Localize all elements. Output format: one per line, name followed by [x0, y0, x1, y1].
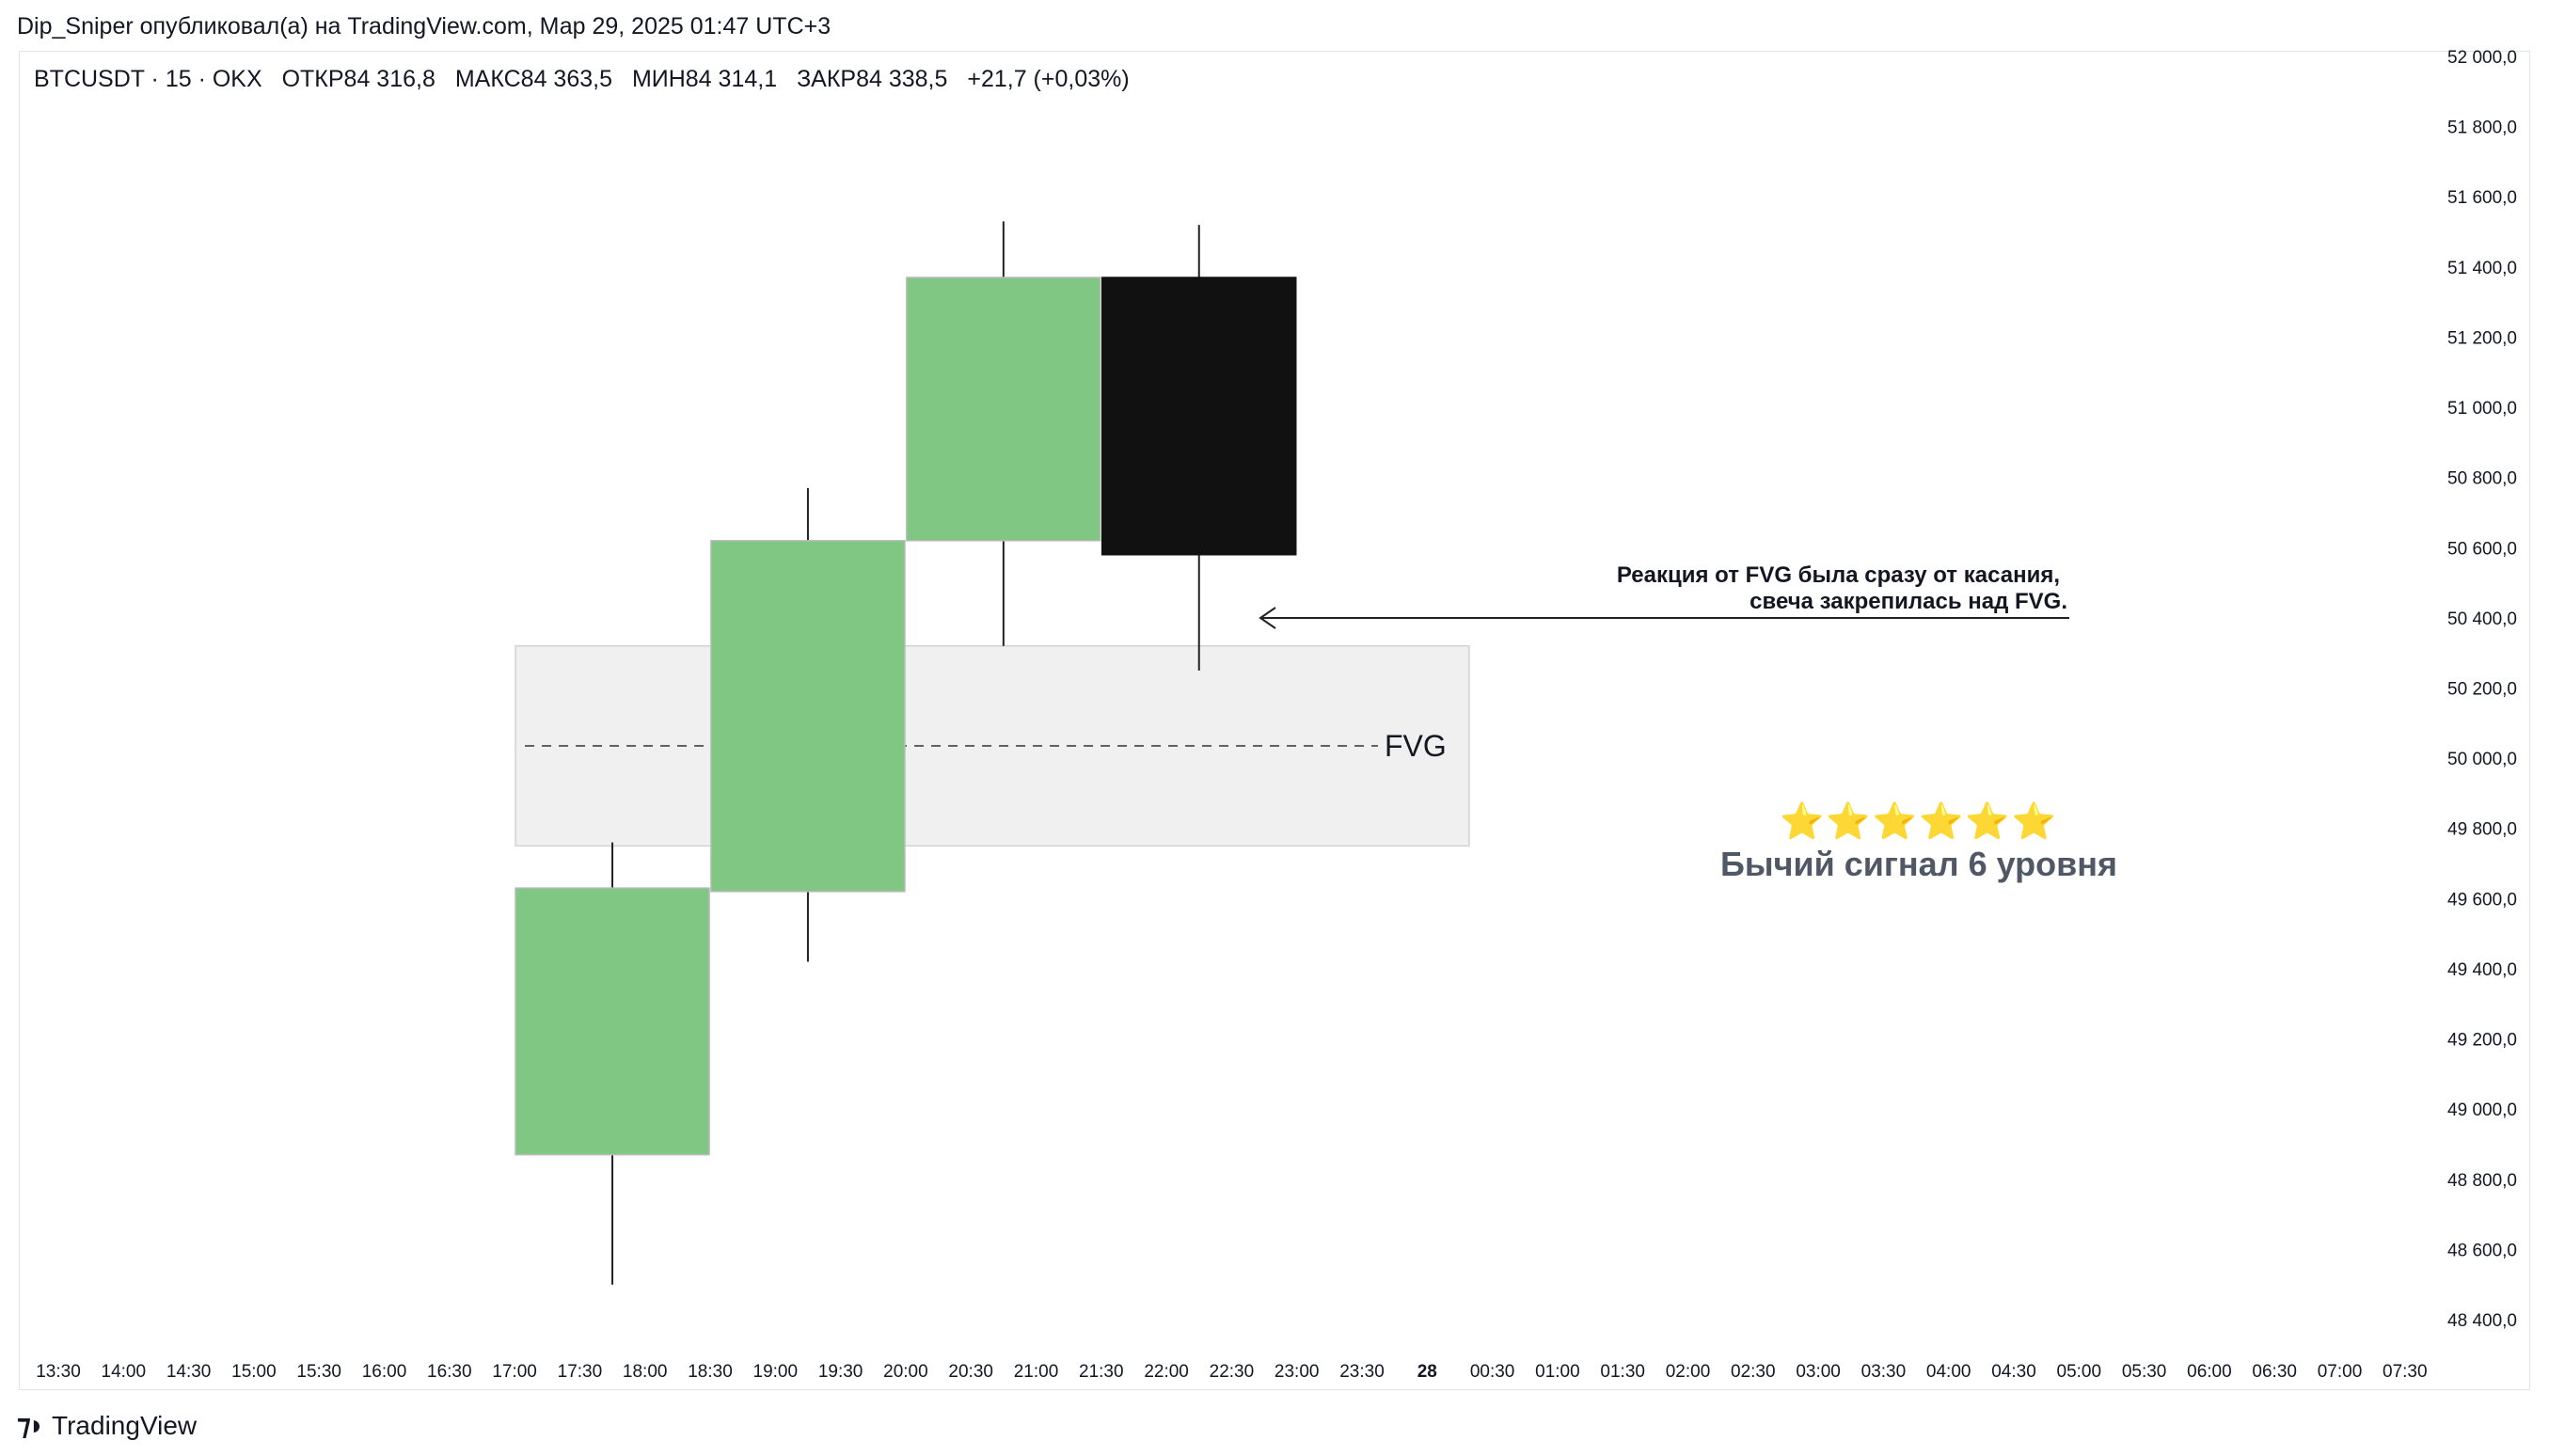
price-tick-label: 49 600,0 — [2447, 890, 2517, 910]
signal-box: ⭐⭐⭐⭐⭐⭐ Бычий сигнал 6 уровня — [1637, 801, 2201, 884]
time-tick-label: 06:30 — [2252, 1362, 2297, 1382]
arrow-head-icon — [1259, 607, 1276, 629]
price-tick-label: 51 200,0 — [2447, 328, 2517, 348]
reaction-line-2: свеча закрепилась над FVG. — [1749, 589, 2067, 614]
time-tick-label: 14:00 — [102, 1362, 147, 1382]
time-tick-label: 03:30 — [1861, 1362, 1907, 1382]
candle-body — [906, 277, 1101, 542]
candle-body — [1101, 277, 1297, 556]
rating-stars-icon: ⭐⭐⭐⭐⭐⭐ — [1780, 802, 2058, 842]
time-tick-label: 16:30 — [427, 1362, 472, 1382]
price-axis: 52 000,0 51 800,0 51 600,0 51 400,0 51 200,0… — [2447, 48, 2517, 1331]
time-tick-label: 13:30 — [36, 1362, 81, 1382]
time-tick-label: 00:30 — [1470, 1362, 1515, 1382]
time-tick-label: 02:00 — [1666, 1362, 1711, 1382]
legend-high: МАКС84 363,5 — [454, 66, 612, 92]
price-tick-label: 51 000,0 — [2447, 399, 2517, 419]
legend-open: ОТКР84 316,8 — [281, 66, 435, 92]
signal-text: Бычий сигнал 6 уровня — [1720, 845, 2117, 883]
price-tick-label: 50 200,0 — [2447, 680, 2517, 700]
price-tick-label: 48 400,0 — [2447, 1311, 2517, 1331]
fvg-label: FVG — [1385, 729, 1447, 763]
time-tick-label: 04:00 — [1926, 1362, 1971, 1382]
time-tick-label: 01:30 — [1600, 1362, 1645, 1382]
reaction-line-1: Реакция от FVG была сразу от касания, — [1616, 562, 2060, 588]
time-tick-label: 21:00 — [1014, 1362, 1059, 1382]
time-axis: 13:30 14:00 14:30 15:00 15:30 16:00 16:30 17:00… — [36, 1362, 2427, 1382]
ohlc-legend: BTCUSDT · 15 · OKX ОТКР84 316,8 МАКС84 3… — [34, 66, 1143, 93]
price-tick-label: 50 800,0 — [2447, 469, 2517, 489]
price-tick-label: 49 800,0 — [2447, 820, 2517, 840]
candle-layer — [515, 221, 1297, 1285]
time-tick-label: 22:00 — [1144, 1362, 1189, 1382]
time-tick-label: 06:00 — [2187, 1362, 2232, 1382]
time-tick-label: 07:00 — [2318, 1362, 2363, 1382]
time-tick-label: 20:30 — [948, 1362, 993, 1382]
time-tick-label: 14:30 — [166, 1362, 212, 1382]
time-tick-label: 03:00 — [1796, 1362, 1841, 1382]
candle-body — [515, 887, 710, 1156]
time-tick-label: 15:30 — [296, 1362, 341, 1382]
time-tick-label: 23:30 — [1339, 1362, 1385, 1382]
time-tick-label: 01:00 — [1535, 1362, 1580, 1382]
legend-close: ЗАКР84 338,5 — [797, 66, 948, 92]
price-tick-label: 52 000,0 — [2447, 48, 2517, 68]
chart-frame — [19, 51, 2530, 1390]
legend-low: МИН84 314,1 — [631, 66, 778, 92]
time-tick-label: 23:00 — [1274, 1362, 1320, 1382]
legend-change: +21,7 (+0,03%) — [967, 66, 1130, 92]
annotation-arrow-layer — [1259, 607, 2069, 629]
price-tick-label: 49 200,0 — [2447, 1031, 2517, 1051]
time-tick-label: 18:00 — [623, 1362, 668, 1382]
price-tick-label: 49 000,0 — [2447, 1100, 2517, 1120]
candle-body — [710, 540, 906, 893]
price-tick-label: 48 600,0 — [2447, 1241, 2517, 1260]
tradingview-brand[interactable]: ⁊◗ TradingView — [17, 1409, 197, 1442]
time-tick-label: 17:30 — [558, 1362, 603, 1382]
tradingview-logo-icon: ⁊◗ — [17, 1410, 45, 1441]
time-tick-label: 07:30 — [2383, 1362, 2428, 1382]
time-tick-label: 02:30 — [1731, 1362, 1776, 1382]
time-tick-label: 28 — [1417, 1362, 1437, 1382]
brand-name: TradingView — [52, 1410, 198, 1440]
fvg-layer: FVG — [515, 644, 1470, 847]
price-tick-label: 48 800,0 — [2447, 1171, 2517, 1191]
time-tick-label: 22:30 — [1210, 1362, 1255, 1382]
time-tick-label: 20:00 — [883, 1362, 928, 1382]
time-tick-label: 19:30 — [818, 1362, 863, 1382]
price-tick-label: 51 400,0 — [2447, 259, 2517, 278]
time-tick-label: 17:00 — [492, 1362, 537, 1382]
time-tick-label: 05:30 — [2122, 1362, 2167, 1382]
time-tick-label: 21:30 — [1079, 1362, 1124, 1382]
reaction-annotation: Реакция от FVG была сразу от касания, св… — [1411, 562, 2067, 615]
time-tick-label: 04:30 — [1991, 1362, 2036, 1382]
price-tick-label: 50 400,0 — [2447, 609, 2517, 629]
price-tick-label: 50 000,0 — [2447, 750, 2517, 769]
price-tick-label: 51 800,0 — [2447, 119, 2517, 138]
time-tick-label: 15:00 — [231, 1362, 277, 1382]
time-tick-label: 19:00 — [753, 1362, 799, 1382]
price-tick-label: 51 600,0 — [2447, 188, 2517, 208]
price-tick-label: 49 400,0 — [2447, 960, 2517, 980]
time-tick-label: 18:30 — [688, 1362, 733, 1382]
time-tick-label: 16:00 — [362, 1362, 407, 1382]
price-tick-label: 50 600,0 — [2447, 539, 2517, 559]
legend-symbol[interactable]: BTCUSDT · 15 · OKX — [34, 66, 262, 92]
publisher-caption: Dip_Sniper опубликовал(а) на TradingView… — [17, 13, 831, 40]
time-tick-label: 05:00 — [2057, 1362, 2102, 1382]
